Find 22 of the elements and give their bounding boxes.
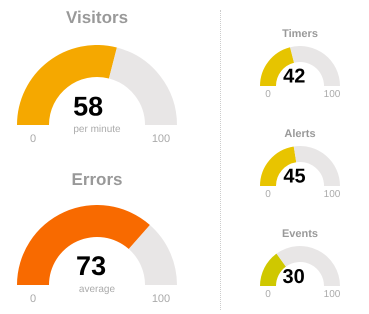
text: per minute [72,124,122,135]
chart-title: Visitors [64,8,130,28]
text: 100 [322,89,342,100]
text: 100 [150,293,172,305]
chart-title: Alerts [283,128,317,140]
text: 100 [322,289,342,300]
data-label: 30 [282,266,305,288]
data-label: 58 [73,92,104,122]
chart-title: Errors [70,170,124,190]
text: 100 [322,189,342,200]
text: 0 [264,89,272,100]
text: 100 [150,133,172,145]
data-label: 45 [283,166,306,188]
text: 0 [28,293,38,305]
chart-title: Events [280,228,320,240]
text: 0 [28,133,38,145]
data-label: 73 [76,251,106,282]
text: 0 [264,289,272,300]
chart-title: Timers [281,28,319,40]
text: 0 [264,189,272,200]
text: average [78,284,116,295]
data-label: 42 [283,66,306,88]
